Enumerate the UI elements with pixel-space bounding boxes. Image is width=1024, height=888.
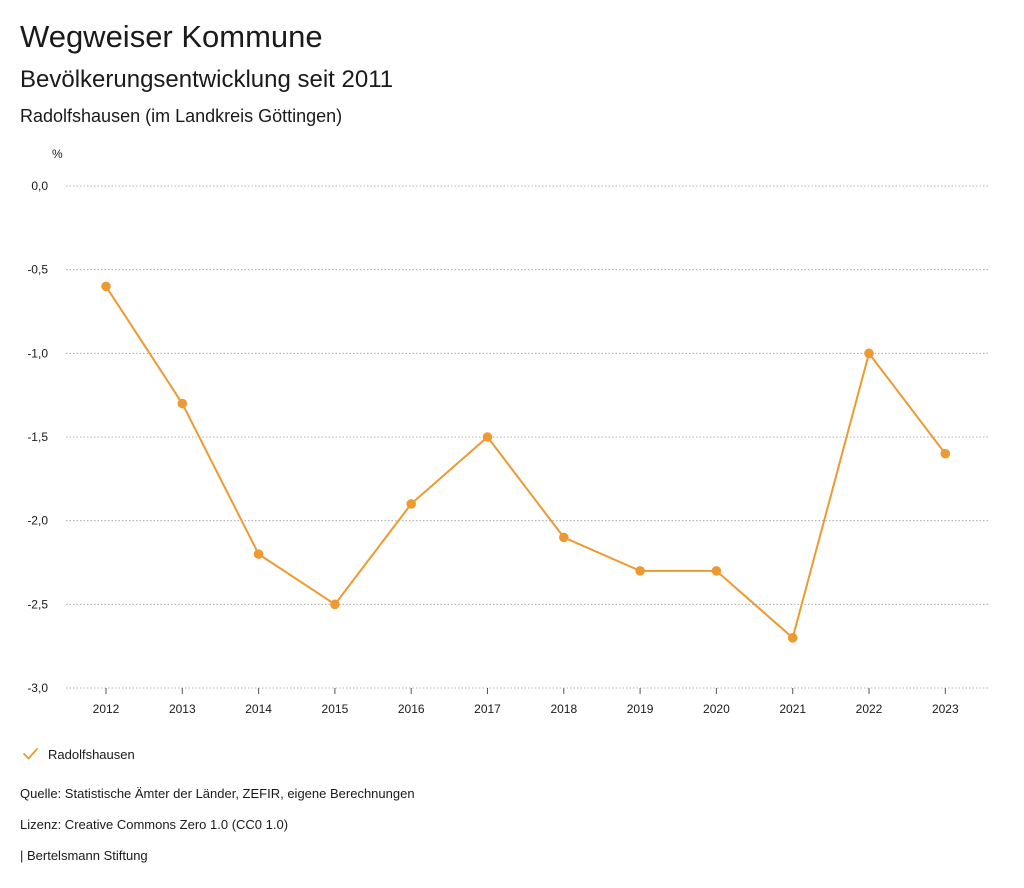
data-point-2022[interactable] [864,348,874,359]
page-title: Wegweiser Kommune [20,19,323,54]
x-tick-label: 2015 [322,702,349,716]
series-line [105,285,947,639]
data-point-2015[interactable] [330,599,340,610]
y-tick-label: -0,5 [27,263,48,277]
y-tick-label: -2,5 [27,597,48,611]
x-tick-label: 2017 [474,702,501,716]
x-tick-label: 2012 [93,702,120,716]
data-point-2019[interactable] [635,566,645,576]
brand-note: | Bertelsmann Stiftung [20,848,148,863]
data-point-2020[interactable] [711,566,722,576]
line-chart: % 0,0-0,5-1,0-1,5-2,0-2,5-3,0 2012 2013 20… [27,147,990,716]
y-tick-label: -1,5 [27,430,48,444]
license-note: Lizenz: Creative Commons Zero 1.0 (CC0 1… [20,817,289,832]
y-axis-unit-label: % [52,147,63,161]
x-tick-label: 2021 [779,702,806,716]
region-title: Radolfshausen (im Landkreis Göttingen) [20,106,343,126]
y-tick-label: -2,0 [27,514,48,528]
x-tick-label: 2019 [627,702,654,716]
legend[interactable]: Radolfshausen [22,744,135,764]
source-note: Quelle: Statistische Ämter der Länder, Z… [20,786,415,801]
data-point-2014[interactable] [253,549,264,559]
data-point-2023[interactable] [940,448,951,459]
x-axis: 2012 2013 2014 2015 2016 2017 2018 2019 2020 2021… [93,688,959,716]
chart-subtitle: Bevölkerungsentwicklung seit 2011 [20,66,394,93]
x-tick-label: 2020 [703,702,730,716]
y-tick-label: -1,0 [27,346,48,360]
x-tick-label: 2016 [398,702,425,716]
y-tick-label: 0,0 [31,179,48,193]
data-point-2016[interactable] [406,499,417,509]
x-tick-label: 2018 [550,702,577,716]
series-radolfshausen [101,281,951,643]
x-tick-label: 2023 [932,702,959,716]
y-tick-label: -3,0 [27,681,48,695]
check-icon [23,748,38,760]
data-point-2012[interactable] [101,281,111,292]
data-point-2017[interactable] [482,432,493,442]
legend-label: Radolfshausen [48,746,135,762]
x-tick-label: 2022 [856,702,883,716]
data-point-2021[interactable] [787,633,798,643]
data-point-2013[interactable] [177,398,188,409]
x-tick-label: 2013 [169,702,196,716]
y-axis-ticks: 0,0 -0,5 -1,0 -1,5 -2,0 -2,5 -3,0 [27,179,48,695]
data-point-2018[interactable] [559,532,569,543]
x-tick-label: 2014 [245,702,272,716]
grid-lines [66,185,990,689]
